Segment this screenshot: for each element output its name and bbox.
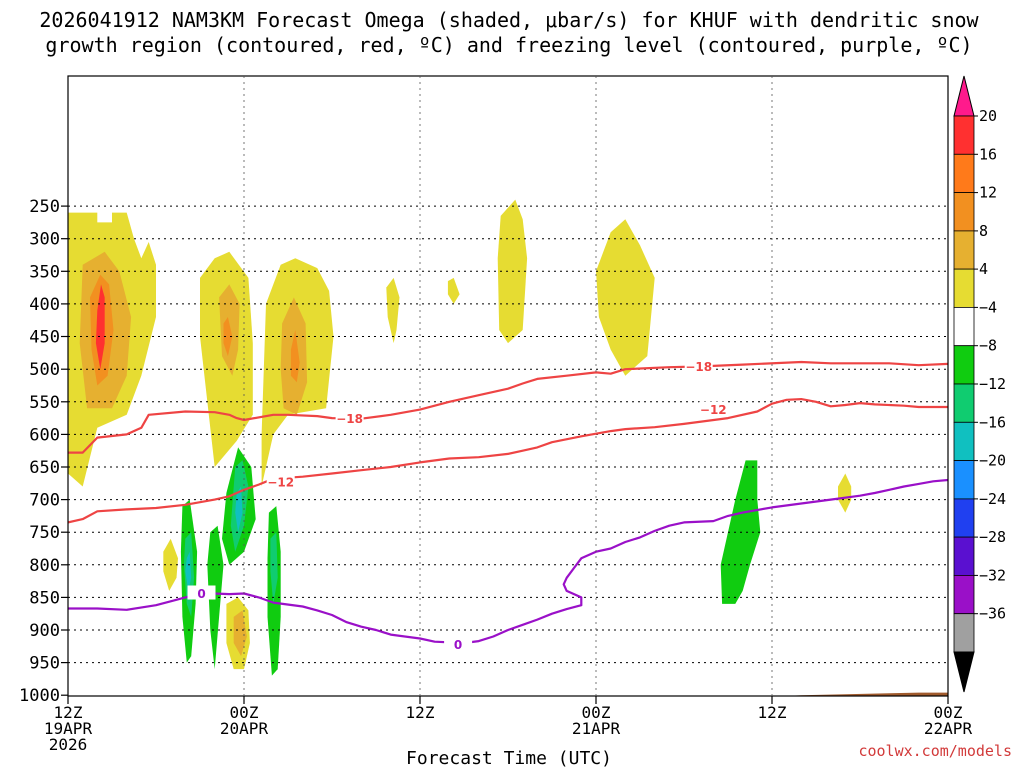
y-tick-label-400: 400 — [29, 295, 60, 315]
isotherm-minus12-label-bg — [266, 474, 295, 488]
y-tick-label-350: 350 — [29, 262, 60, 282]
colorbar-label-11: −28 — [979, 528, 1006, 546]
colorbar-band-6 — [953, 345, 975, 385]
ground-surface — [153, 692, 948, 696]
y-tick-label-600: 600 — [29, 425, 60, 445]
omega-region-c4-7 — [838, 473, 852, 513]
omega-region-n8-25 — [270, 532, 278, 604]
y-tick-label-450: 450 — [29, 328, 60, 348]
omega-region-c8-13 — [233, 610, 247, 657]
x-tick-label-60-line1: 00Z — [934, 703, 963, 722]
x-tick-label-48-line1: 12Z — [758, 703, 787, 722]
colorbar-band-3 — [953, 230, 975, 270]
colorbar-label-6: −8 — [979, 337, 997, 355]
freezing-level-label-bg — [187, 585, 216, 600]
colorbar-label-10: −24 — [979, 490, 1006, 508]
y-axis: 250 300 350 400 450 500 550 600 650 700 750 800 850 9… — [19, 197, 68, 706]
freezing-level-label: 0 — [197, 587, 205, 601]
y-tick-label-500: 500 — [29, 360, 60, 380]
omega-region-c12-15 — [223, 317, 233, 357]
credit-text: coolwx.com/models — [858, 742, 1012, 760]
omega-region-n12-26 — [235, 486, 243, 533]
plot-area: −18 −18 −12 −12 0 0 — [68, 199, 948, 696]
freezing-level-label-bg-2 — [444, 636, 473, 651]
isotherm-minus18-label-bg — [335, 410, 364, 425]
omega-region-c4-6 — [596, 219, 655, 376]
omega-region-c4-4 — [447, 277, 460, 304]
omega-region-c16-17 — [95, 284, 105, 370]
colorbar-band-7 — [953, 383, 975, 423]
isotherm-minus12-label: −12 — [267, 476, 294, 490]
y-tick-label-950: 950 — [29, 654, 60, 674]
colorbar-label-2: 12 — [979, 184, 997, 202]
pressure-gridlines — [68, 205, 948, 664]
chart-title-line2: growth region (contoured, red, ºC) and f… — [45, 33, 972, 57]
y-tick-label-250: 250 — [29, 197, 60, 217]
isotherm-minus18-label: −18 — [336, 412, 363, 426]
colorbar-under-triangle — [953, 651, 975, 693]
isotherm-minus18-line — [68, 360, 948, 454]
colorbar-band-11 — [953, 536, 975, 576]
x-tick-label-12-line1: 00Z — [230, 703, 259, 722]
isotherm-minus12-line — [68, 398, 948, 524]
colorbar-label-0: 20 — [979, 107, 997, 125]
colorbar-band-1 — [953, 153, 975, 194]
chart-title-line1: 2026041912 NAM3KM Forecast Omega (shaded… — [39, 8, 979, 32]
colorbar-band-10 — [953, 498, 975, 538]
y-tick-label-750: 750 — [29, 523, 60, 543]
isotherm-minus18-label-2: −18 — [685, 360, 712, 374]
colorbar-band-4 — [953, 268, 975, 308]
y-tick-label-850: 850 — [29, 588, 60, 608]
y-tick-label-900: 900 — [29, 621, 60, 641]
colorbar-band-13 — [953, 613, 975, 653]
y-tick-label-550: 550 — [29, 393, 60, 413]
colorbar-band-9 — [953, 460, 975, 500]
colorbar-label-8: −16 — [979, 413, 1006, 431]
colorbar-label-12: −32 — [979, 566, 1006, 584]
x-tick-label-60-line2: 22APR — [924, 719, 973, 738]
colorbar-label-5: −4 — [979, 298, 997, 316]
freezing-level-line — [68, 478, 948, 645]
y-tick-label-800: 800 — [29, 556, 60, 576]
omega-shading-layer — [68, 199, 852, 676]
colorbar-band-5 — [953, 306, 975, 347]
colorbar-label-9: −20 — [979, 452, 1006, 470]
colorbar: 20 16 12 8 4 −4 −8 −12 −16 −20 −24 −28 −32 −36 — [953, 75, 1006, 693]
x-tick-label-24-line1: 12Z — [406, 703, 435, 722]
isotherm-minus18-label-bg-2 — [684, 358, 713, 373]
colorbar-label-1: 16 — [979, 145, 997, 163]
x-tick-label-0-line1: 12Z — [54, 703, 83, 722]
colorbar-label-4: 4 — [979, 260, 988, 278]
x-axis-label: Forecast Time (UTC) — [406, 748, 612, 768]
x-tick-label-36-line1: 00Z — [582, 703, 611, 722]
freezing-level-label-2: 0 — [454, 638, 462, 652]
colorbar-band-0 — [953, 115, 975, 155]
isotherm-minus12-label-bg-2 — [699, 401, 728, 416]
colorbar-label-7: −12 — [979, 375, 1006, 393]
y-tick-label-1000: 1000 — [19, 686, 60, 706]
x-tick-label-36-line2: 21APR — [572, 719, 621, 738]
x-tick-label-0-line2: 19APR — [44, 719, 93, 738]
colorbar-band-8 — [953, 421, 975, 461]
y-tick-label-300: 300 — [29, 230, 60, 250]
x-tick-label-0-line3: 2026 — [49, 735, 88, 754]
omega-region-n12-27 — [185, 551, 192, 591]
y-tick-label-700: 700 — [29, 491, 60, 511]
colorbar-over-triangle — [953, 75, 975, 117]
isotherm-minus12-label-2: −12 — [700, 403, 727, 417]
omega-region-c4-3 — [386, 277, 400, 344]
colorbar-label-3: 8 — [979, 222, 988, 240]
y-tick-label-650: 650 — [29, 458, 60, 478]
colorbar-band-12 — [953, 575, 975, 615]
colorbar-band-2 — [953, 192, 975, 232]
contour-layer: −18 −18 −12 −12 0 0 — [68, 358, 948, 652]
ground-layer — [153, 692, 948, 696]
colorbar-label-13: −36 — [979, 605, 1006, 623]
plot-frame — [67, 75, 949, 697]
x-tick-label-12-line2: 20APR — [220, 719, 269, 738]
